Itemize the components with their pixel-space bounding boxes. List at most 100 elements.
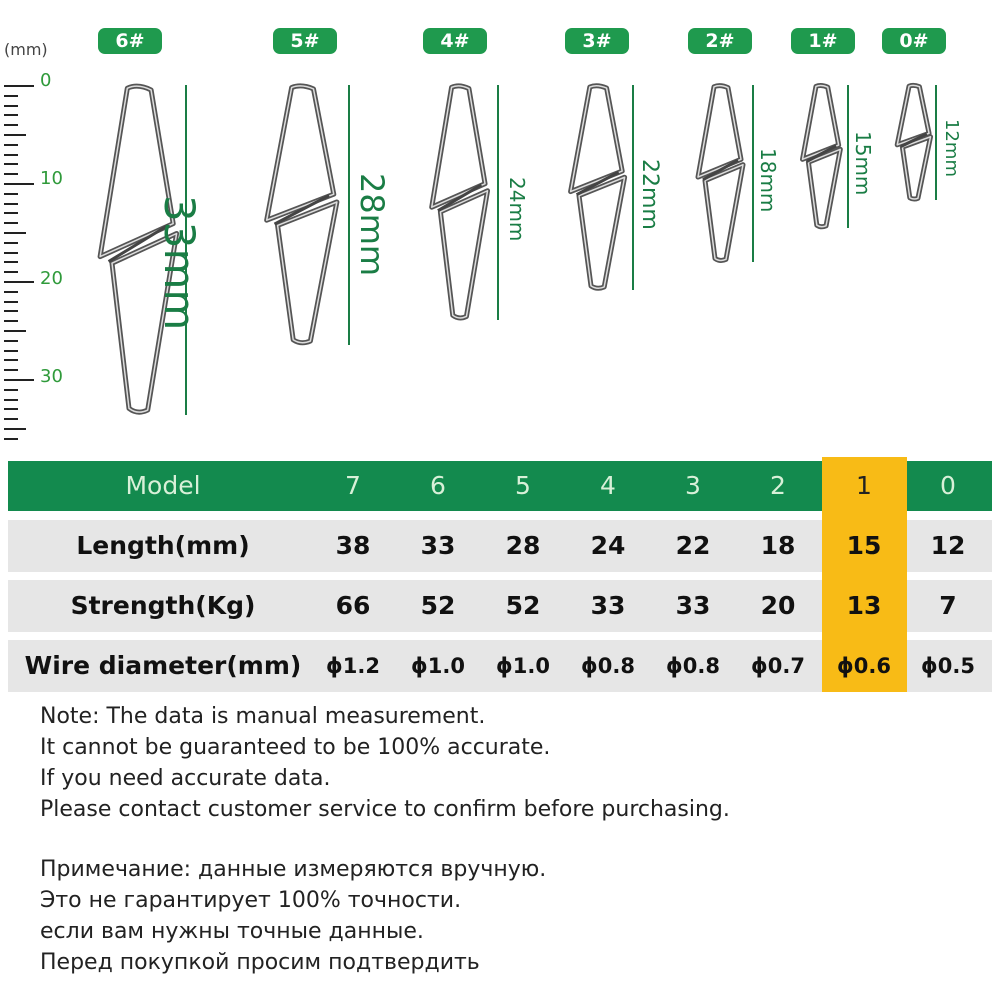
ruler-tick: [4, 330, 26, 332]
row-label: Wire diameter(mm): [24, 651, 302, 680]
table-cell: 6: [430, 471, 446, 500]
length-label: 33mm: [155, 195, 204, 331]
ruler-tick: [4, 281, 34, 283]
dimension-line: [935, 85, 937, 200]
table-cell: 15: [846, 531, 882, 560]
ruler-tick: [4, 192, 18, 195]
dimension-line: [632, 85, 634, 290]
note-line: It cannot be guaranteed to be 100% accur…: [40, 735, 551, 760]
length-label: 15mm: [851, 130, 875, 195]
snap-clip-image: [567, 85, 627, 290]
ruler-tick: [4, 310, 18, 313]
dimension-line: [185, 85, 187, 415]
table-cell: 3: [685, 471, 701, 500]
ruler-tick: [4, 251, 18, 254]
ruler-tick: [4, 173, 18, 176]
table-cell: ϕ1.0: [496, 654, 550, 678]
table-cell: 33: [590, 591, 626, 620]
dimension-line: [348, 85, 350, 345]
size-tag: 2#: [688, 28, 752, 54]
ruler-tick: [4, 241, 18, 244]
note-line-ru: Примечание: данные измеряются вручную.: [40, 857, 547, 882]
table-cell: 7: [345, 471, 361, 500]
ruler-tick: [4, 320, 18, 323]
ruler-tick: [4, 428, 26, 430]
table-cell: 24: [590, 531, 626, 560]
ruler-tick: [4, 153, 18, 156]
length-label: 22mm: [637, 158, 662, 230]
ruler-tick: [4, 94, 18, 97]
table-cell: 20: [760, 591, 796, 620]
snap-clip-image: [95, 85, 180, 415]
size-tag: 3#: [565, 28, 629, 54]
snap-clip-image: [428, 85, 490, 320]
ruler-tick: [4, 271, 18, 274]
snap-clip-image: [800, 85, 842, 228]
ruler-tick: [4, 183, 34, 185]
row-label: Length(mm): [76, 531, 250, 560]
note-line: Note: The data is manual measurement.: [40, 704, 486, 729]
table-cell: 22: [675, 531, 711, 560]
note-line: Please contact customer service to confi…: [40, 797, 730, 822]
table-cell: 2: [770, 471, 786, 500]
snap-clip-image: [895, 85, 932, 200]
ruler-tick: [4, 143, 18, 146]
table-cell: 33: [675, 591, 711, 620]
ruler-tick: [4, 418, 18, 421]
size-tag: 4#: [423, 28, 487, 54]
size-tag: 0#: [882, 28, 946, 54]
ruler-label: 30: [40, 366, 63, 387]
table-cell: 66: [335, 591, 371, 620]
length-label: 24mm: [505, 176, 529, 241]
table-cell: ϕ0.8: [581, 654, 635, 678]
ruler-tick: [4, 398, 18, 401]
dimension-line: [752, 85, 754, 262]
ruler-tick: [4, 349, 18, 352]
table-cell: ϕ1.0: [411, 654, 465, 678]
ruler-tick: [4, 437, 18, 440]
table-cell: 1: [856, 471, 872, 500]
ruler-tick: [4, 134, 26, 136]
ruler-tick: [4, 232, 26, 234]
length-label: 28mm: [353, 173, 391, 277]
ruler-tick: [4, 163, 18, 166]
ruler-tick: [4, 212, 18, 215]
snap-clip-image: [695, 85, 745, 262]
table-cell: ϕ0.8: [666, 654, 720, 678]
ruler-tick: [4, 379, 34, 381]
table-cell: ϕ0.5: [921, 654, 975, 678]
ruler-tick: [4, 408, 18, 411]
ruler-tick: [4, 85, 34, 87]
ruler-tick: [4, 300, 18, 303]
size-tag: 5#: [273, 28, 337, 54]
snap-clip-image: [262, 85, 340, 345]
length-label: 18mm: [756, 147, 780, 212]
table-cell: 52: [420, 591, 456, 620]
table-cell: 12: [930, 531, 966, 560]
ruler-unit: (mm): [4, 40, 48, 59]
ruler-tick: [4, 202, 18, 205]
dimension-line: [497, 85, 499, 320]
table-cell: ϕ1.2: [326, 654, 380, 678]
dimension-line: [847, 85, 849, 228]
header-label: Model: [125, 471, 201, 500]
ruler-tick: [4, 369, 18, 372]
row-label: Strength(Kg): [70, 591, 256, 620]
table-cell: 33: [420, 531, 456, 560]
table-cell: ϕ0.7: [751, 654, 805, 678]
length-label: 12mm: [941, 119, 962, 178]
table-cell: 18: [760, 531, 796, 560]
ruler-tick: [4, 104, 18, 107]
table-cell: 5: [515, 471, 531, 500]
ruler-label: 10: [40, 168, 63, 189]
ruler-tick: [4, 222, 18, 225]
table-cell: 13: [846, 591, 882, 620]
size-tag: 6#: [98, 28, 162, 54]
ruler-tick: [4, 261, 18, 264]
note-line-ru: Перед покупкой просим подтвердить: [40, 950, 480, 975]
table-cell: 38: [335, 531, 371, 560]
ruler-tick: [4, 388, 18, 391]
note-line-ru: если вам нужны точные данные.: [40, 919, 424, 944]
ruler-tick: [4, 359, 18, 362]
table-cell: 4: [600, 471, 616, 500]
